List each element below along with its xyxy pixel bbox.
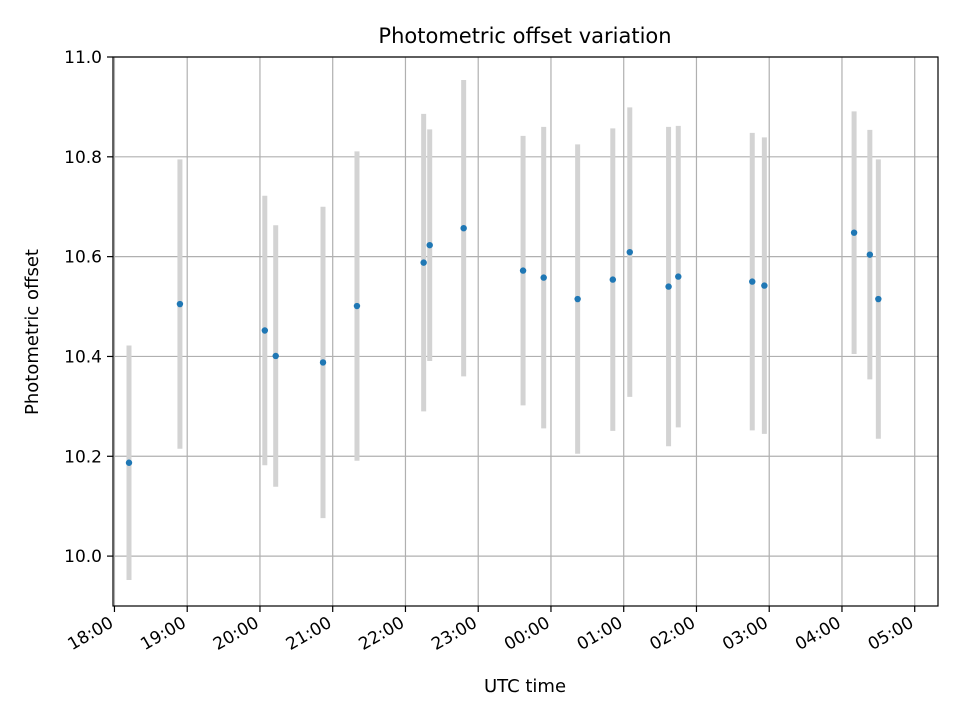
data-point bbox=[665, 283, 672, 290]
y-tick-label: 10.0 bbox=[64, 547, 102, 567]
y-tick-label: 10.8 bbox=[64, 148, 102, 168]
y-tick-label: 11.0 bbox=[64, 48, 102, 68]
data-point bbox=[675, 273, 682, 280]
data-point bbox=[125, 459, 133, 466]
data-point bbox=[540, 274, 547, 281]
data-point bbox=[353, 302, 361, 310]
data-point bbox=[761, 282, 768, 289]
data-point bbox=[609, 276, 617, 283]
data-point bbox=[460, 224, 467, 232]
data-point bbox=[176, 300, 184, 308]
data-point bbox=[319, 359, 327, 366]
plot-frame bbox=[112, 56, 939, 607]
y-axis: 10.0 10.2 10.4 10.6 10.8 11.0 bbox=[64, 48, 113, 567]
data-points bbox=[125, 224, 882, 466]
chart-title: Photometric offset variation bbox=[378, 24, 671, 48]
y-tick-label: 10.4 bbox=[64, 347, 102, 367]
data-point bbox=[626, 248, 633, 256]
data-point bbox=[850, 229, 858, 236]
data-point bbox=[272, 352, 279, 360]
data-point bbox=[875, 295, 882, 303]
y-tick-label: 10.6 bbox=[64, 248, 102, 268]
data-point bbox=[420, 259, 427, 266]
x-axis-title: UTC time bbox=[484, 676, 566, 697]
data-point bbox=[261, 327, 269, 334]
y-tick-label: 10.2 bbox=[64, 447, 102, 467]
data-point bbox=[519, 267, 527, 274]
y-axis-title: Photometric offset bbox=[22, 249, 43, 415]
data-point bbox=[426, 241, 433, 249]
data-point bbox=[749, 278, 756, 285]
data-point bbox=[866, 251, 874, 258]
data-point bbox=[574, 295, 581, 303]
